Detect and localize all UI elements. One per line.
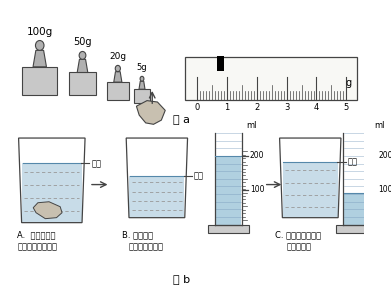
Text: 1: 1	[224, 103, 230, 112]
Bar	[185, 58, 357, 100]
Bar	[208, 224, 249, 232]
Polygon shape	[139, 81, 145, 89]
Text: 3: 3	[284, 103, 289, 112]
Bar	[129, 176, 184, 217]
Ellipse shape	[36, 40, 44, 50]
Text: 图 a: 图 a	[174, 115, 190, 125]
Text: 100g: 100g	[27, 27, 53, 37]
Bar	[68, 73, 97, 95]
Text: ml: ml	[246, 121, 256, 130]
Bar	[134, 89, 150, 103]
Text: 50g: 50g	[73, 37, 92, 47]
Ellipse shape	[140, 76, 144, 81]
Text: 20g: 20g	[109, 53, 126, 61]
Text: 200: 200	[378, 151, 391, 160]
Polygon shape	[33, 50, 47, 67]
Text: 标记: 标记	[194, 172, 204, 181]
Text: 200: 200	[250, 151, 264, 160]
Text: 图 b: 图 b	[174, 274, 190, 284]
Text: 4: 4	[314, 103, 319, 112]
Polygon shape	[114, 72, 122, 82]
Text: 标记: 标记	[348, 158, 357, 166]
Bar	[217, 56, 224, 71]
Polygon shape	[77, 59, 88, 73]
Text: B. 取出矿石: B. 取出矿石	[122, 231, 152, 240]
Text: C. 将量筒中水倒入: C. 将量筒中水倒入	[275, 231, 321, 240]
Text: 0: 0	[194, 103, 199, 112]
Text: （准备补充水）: （准备补充水）	[129, 242, 164, 252]
Text: 2: 2	[254, 103, 259, 112]
Text: g: g	[346, 78, 352, 88]
Polygon shape	[136, 101, 165, 124]
Bar	[22, 163, 82, 222]
Bar	[336, 224, 378, 232]
Text: 5g: 5g	[137, 63, 147, 72]
Text: 100: 100	[378, 185, 391, 194]
Text: 100: 100	[250, 185, 264, 194]
Bar	[107, 82, 129, 100]
Text: A.  加水到标记: A. 加水到标记	[18, 231, 56, 240]
Polygon shape	[33, 202, 62, 219]
Text: ml: ml	[375, 121, 385, 130]
Text: 5: 5	[344, 103, 349, 112]
Bar	[22, 67, 57, 95]
Bar	[344, 193, 370, 224]
Text: 标记: 标记	[91, 159, 101, 168]
Text: （矿石浸没水中）: （矿石浸没水中）	[18, 242, 57, 252]
Bar	[283, 162, 338, 217]
Bar	[215, 156, 242, 224]
Ellipse shape	[115, 65, 120, 72]
Text: 杯中至标记: 杯中至标记	[287, 242, 312, 252]
Ellipse shape	[79, 51, 86, 59]
